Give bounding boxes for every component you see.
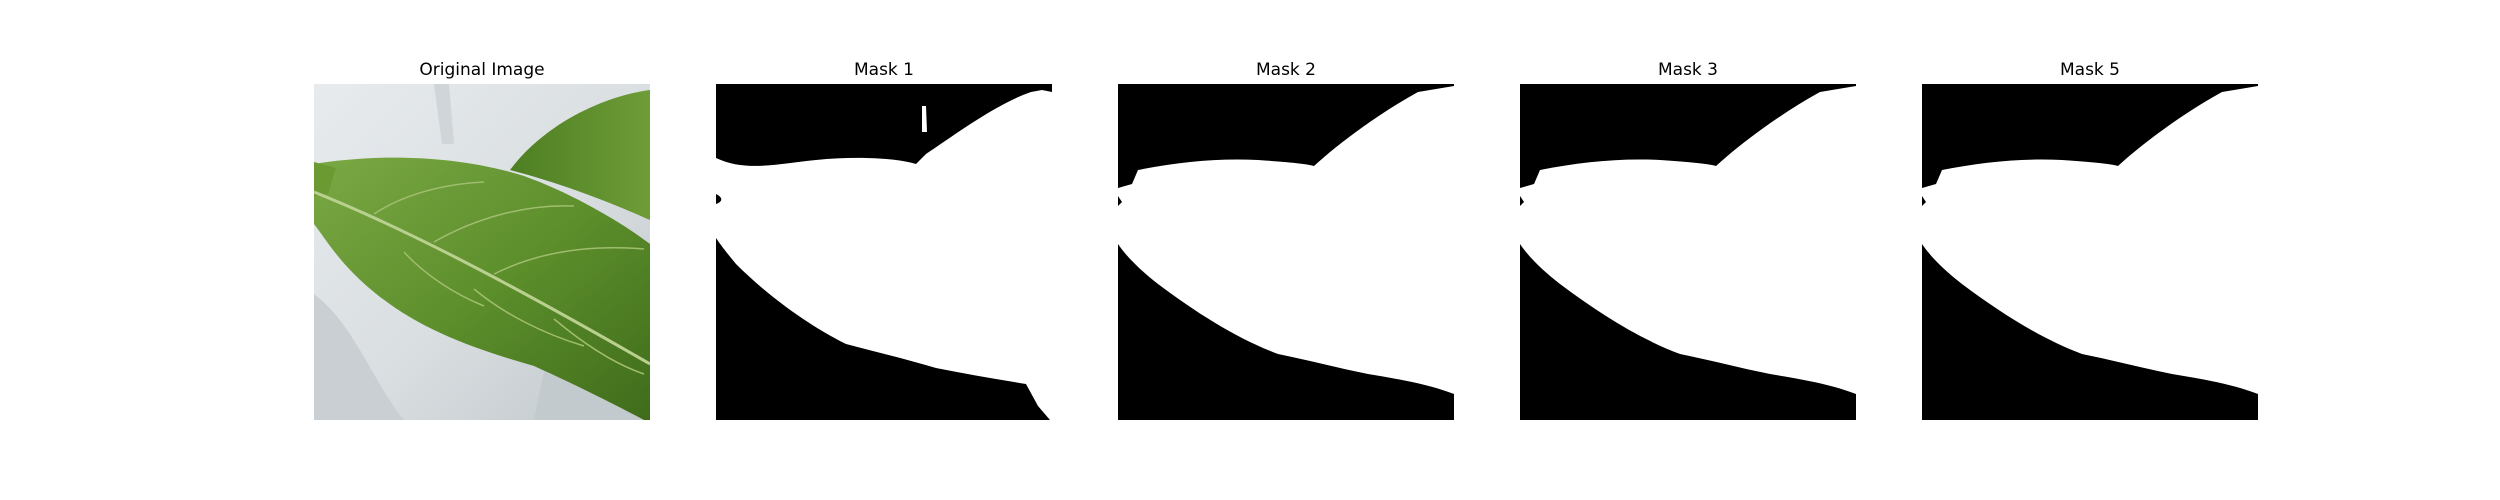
leaf-vein [553, 318, 645, 375]
mask-1-image [716, 84, 1052, 420]
mask-3-image [1520, 84, 1856, 420]
mask-1-panel [716, 84, 1052, 420]
mask-3-panel [1520, 84, 1856, 420]
mask-5-panel [1922, 84, 2258, 420]
leaf-vein [493, 246, 645, 275]
original-image-panel [314, 84, 650, 420]
mask-artifact [922, 106, 927, 132]
main-leaf [314, 157, 650, 420]
panel-title-mask-2: Mask 2 [1255, 60, 1316, 80]
leaf-vein [473, 288, 585, 347]
background-shadow [314, 294, 404, 420]
panel-title-mask-5: Mask 5 [2059, 60, 2120, 80]
panel-title-original-image: Original Image [419, 60, 545, 80]
mask-foreground [1922, 86, 2258, 394]
leaf-photo [314, 84, 650, 420]
upper-leaf [510, 90, 650, 220]
leaf-tip [314, 162, 336, 196]
mask-foreground [1118, 86, 1454, 394]
mask-2-image [1118, 84, 1454, 420]
leaf-midrib [314, 190, 650, 366]
leaf-vein [433, 205, 575, 243]
mask-5-image [1922, 84, 2258, 420]
leaf-vein [403, 251, 485, 307]
leaf-vein [373, 181, 485, 215]
panel-title-mask-1: Mask 1 [853, 60, 914, 80]
mask-2-panel [1118, 84, 1454, 420]
background-stem [434, 84, 454, 144]
mask-foreground [716, 90, 1052, 420]
panel-title-mask-3: Mask 3 [1657, 60, 1718, 80]
mask-foreground [1520, 86, 1856, 394]
